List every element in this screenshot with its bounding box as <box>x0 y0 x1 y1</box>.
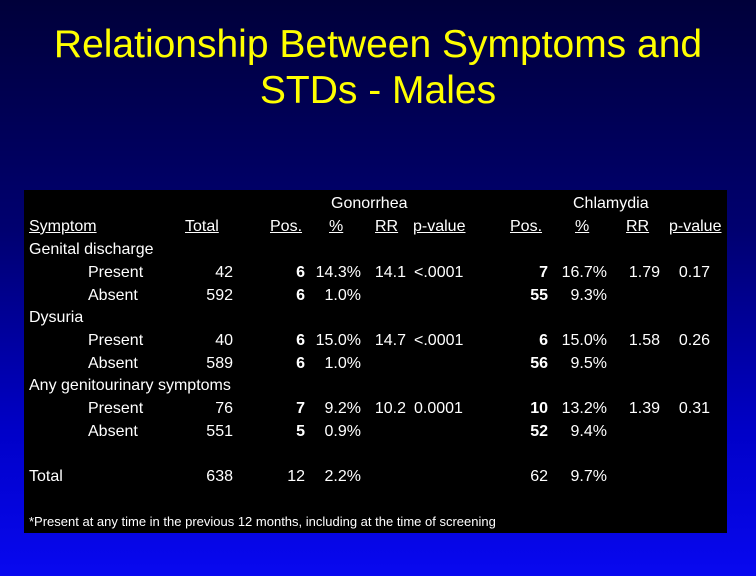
cell-g-pos: 6 <box>296 287 305 304</box>
slide-title-line-2: STDs - Males <box>259 69 497 112</box>
cell-c-pos: 7 <box>539 264 548 281</box>
cell-total: 76 <box>215 400 233 417</box>
cell-c-pct: 16.7% <box>561 264 607 281</box>
col-header-chlamydia-pos: Pos. <box>510 218 543 235</box>
total-cell-total: 638 <box>206 468 233 485</box>
cell-c-p: 0.31 <box>678 400 710 417</box>
total-cell-c-pos: 62 <box>530 468 548 485</box>
col-header-gonorrhea-pos: Pos. <box>270 218 303 235</box>
col-header-chlamydia-rr: RR <box>626 218 650 235</box>
cell-g-pct: 15.0% <box>315 332 361 349</box>
cell-g-pct: 14.3% <box>315 264 361 281</box>
cell-c-pct: 9.4% <box>570 423 607 440</box>
total-row-label: Total <box>29 468 63 485</box>
group-label: Dysuria <box>29 309 84 326</box>
cell-total: 551 <box>206 423 233 440</box>
row-label: Absent <box>88 287 138 304</box>
cell-g-pos: 6 <box>296 355 305 372</box>
cell-c-pct: 15.0% <box>561 332 607 349</box>
cell-total: 42 <box>215 264 233 281</box>
cell-c-p: 0.17 <box>678 264 710 281</box>
col-header-total: Total <box>185 218 219 235</box>
cell-c-pos: 55 <box>530 287 548 304</box>
row-label: Absent <box>88 355 138 372</box>
total-cell-c-pct: 9.7% <box>570 468 607 485</box>
cell-c-pct: 13.2% <box>561 400 607 417</box>
col-header-gonorrhea-pvalue: p-value <box>413 218 466 235</box>
slide-title: Relationship Between Symptoms and STDs -… <box>0 22 756 114</box>
cell-g-pos: 5 <box>296 423 305 440</box>
cell-g-pos: 6 <box>296 264 305 281</box>
cell-total: 589 <box>206 355 233 372</box>
slide-title-line-1: Relationship Between Symptoms and <box>53 23 703 66</box>
cell-g-p: <.0001 <box>414 332 464 349</box>
cell-c-pct: 9.5% <box>570 355 607 372</box>
total-cell-g-pos: 12 <box>287 468 305 485</box>
cell-c-pos: 52 <box>530 423 548 440</box>
total-cell-g-pct: 2.2% <box>324 468 361 485</box>
col-header-chlamydia-pvalue: p-value <box>669 218 722 235</box>
cell-g-rr: 14.7 <box>374 332 406 349</box>
cell-g-pct: 0.9% <box>324 423 361 440</box>
cell-c-pos: 10 <box>530 400 548 417</box>
cell-g-pct: 1.0% <box>324 355 361 372</box>
col-header-gonorrhea-rr: RR <box>375 218 399 235</box>
row-label: Absent <box>88 423 138 440</box>
cell-c-p: 0.26 <box>678 332 710 349</box>
cell-g-pct: 1.0% <box>324 287 361 304</box>
table-footnote: *Present at any time in the previous 12 … <box>29 514 496 529</box>
cell-c-pos: 6 <box>539 332 548 349</box>
cell-c-rr: 1.79 <box>628 264 660 281</box>
cell-g-pos: 6 <box>296 332 305 349</box>
col-header-chlamydia-pct: % <box>575 218 590 235</box>
cell-g-pct: 9.2% <box>324 400 361 417</box>
group-label: Any genitourinary symptoms <box>29 377 231 394</box>
data-table-panel: Gonorrhea Chlamydia Symptom Total Pos. %… <box>24 190 727 533</box>
cell-c-rr: 1.58 <box>628 332 660 349</box>
cell-g-p: <.0001 <box>414 264 464 281</box>
row-label: Present <box>88 332 144 349</box>
gonorrhea-header: Gonorrhea <box>331 195 408 212</box>
row-label: Present <box>88 264 144 281</box>
cell-g-rr: 10.2 <box>374 400 406 417</box>
col-header-symptom: Symptom <box>29 218 97 235</box>
row-label: Present <box>88 400 144 417</box>
cell-c-rr: 1.39 <box>628 400 660 417</box>
cell-g-pos: 7 <box>296 400 305 417</box>
cell-c-pct: 9.3% <box>570 287 607 304</box>
cell-g-rr: 14.1 <box>374 264 406 281</box>
col-header-gonorrhea-pct: % <box>329 218 344 235</box>
chlamydia-header: Chlamydia <box>573 195 649 212</box>
cell-g-p: 0.0001 <box>414 400 463 417</box>
cell-total: 40 <box>215 332 233 349</box>
cell-total: 592 <box>206 287 233 304</box>
cell-c-pos: 56 <box>530 355 548 372</box>
group-label: Genital discharge <box>29 241 154 258</box>
